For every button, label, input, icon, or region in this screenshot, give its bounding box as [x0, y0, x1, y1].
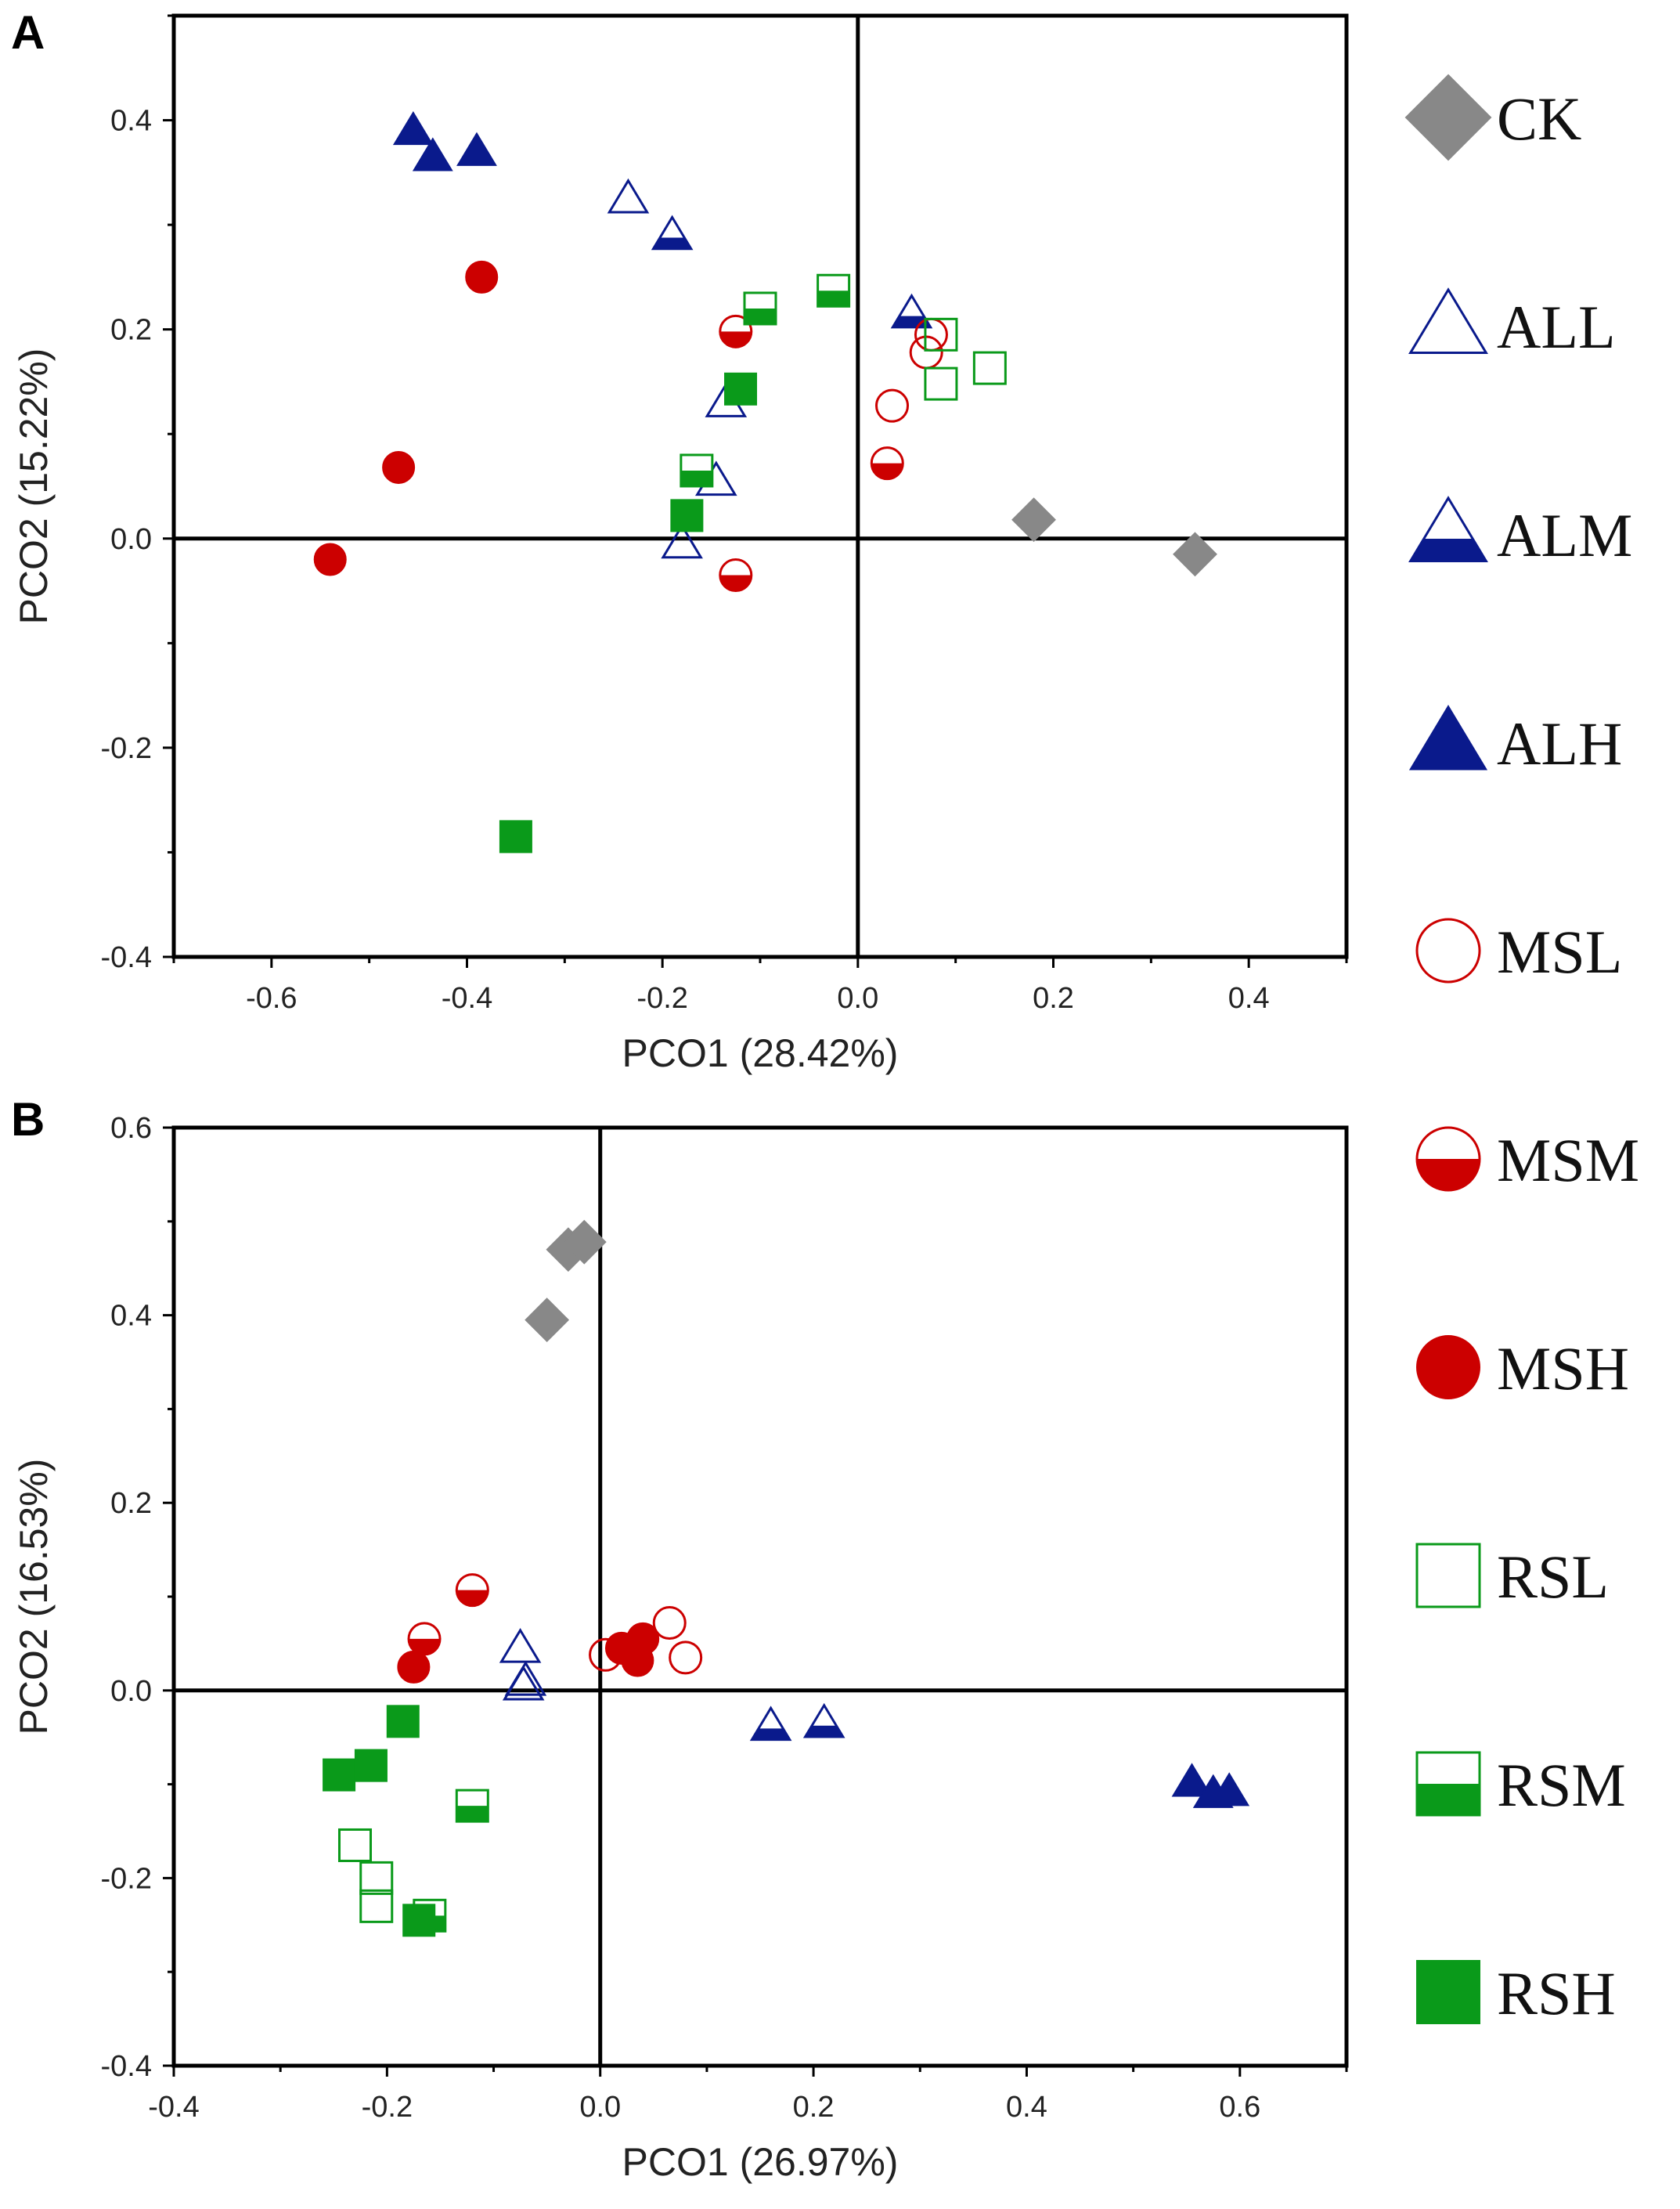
panel-a-y-tick-label: -0.2	[101, 732, 152, 765]
panel-b-y-tick-label: 0.0	[110, 1675, 152, 1708]
panel-b-point-msm	[455, 1573, 489, 1608]
panel-a-point-alh	[392, 110, 434, 146]
legend-label-ck: CK	[1497, 85, 1581, 153]
panel-a-point-rsm	[680, 453, 714, 488]
panel-a-point-rsl	[972, 351, 1007, 385]
panel-a-point-msh	[382, 450, 416, 484]
legend-label-rsm: RSM	[1497, 1751, 1626, 1819]
panel-a-point-msh	[313, 543, 347, 576]
panel-a-y-axis-title: PCO2 (15.22%)	[12, 348, 56, 625]
panel-a-point-alh	[412, 137, 453, 171]
panel-b-x-axis-title: PCO1 (26.97%)	[622, 2140, 899, 2184]
panel-a-y-tick-label: -0.4	[101, 941, 152, 974]
panel-b: -0.4 -0.2 0.0 0.2 0.4 0.6 -0.4 -0.2 0.0 0.2 0.4 0.6…	[11, 1093, 1349, 2184]
panel-b-x-tick-label: -0.4	[148, 2091, 199, 2124]
panel-a-point-msh	[465, 260, 499, 294]
panel-b-x-tick-label: -0.2	[362, 2091, 413, 2124]
panel-a-panel-letter: A	[11, 6, 45, 59]
panel-b-x-tick-label: 0.2	[793, 2091, 835, 2124]
panel-b-point-rsl	[338, 1828, 373, 1862]
panel-a-x-tick-label: 0.0	[837, 982, 878, 1015]
panel-b-x-tick-label: 0.4	[1006, 2091, 1047, 2124]
panel-a-y-tick-label: 0.0	[110, 523, 152, 556]
panel-b-x-tick-label: 0.0	[579, 2091, 621, 2124]
legend-label-msm: MSM	[1497, 1126, 1639, 1194]
panel-b-x-tick-label: 0.6	[1219, 2091, 1260, 2124]
panel-a-point-rsh	[499, 820, 532, 854]
panel-a-point-alm	[890, 293, 933, 329]
panel-b-point-alm	[749, 1705, 792, 1742]
panel-a-x-tick-label: -0.4	[442, 982, 492, 1015]
panel-b-y-tick-label: 0.2	[110, 1487, 152, 1520]
panel-b-y-tick-label: -0.2	[101, 1862, 152, 1895]
panel-a-x-tick-label: 0.4	[1228, 982, 1270, 1015]
panel-a-point-rsh	[724, 372, 758, 406]
panel-b-point-all	[502, 1665, 545, 1701]
panel-a-point-alh	[456, 132, 497, 166]
panel-a: -0.6 -0.4 -0.2 0.0 0.2 0.4 -0.4 -0.2 0.0 0.2 0.4 PC…	[11, 6, 1349, 1075]
legend-label-msh: MSH	[1497, 1334, 1629, 1402]
panel-b-point-msl	[669, 1641, 703, 1675]
panel-b-y-axis-title: PCO2 (16.53%)	[12, 1459, 56, 1735]
panel-b-y-tick-label: 0.4	[110, 1300, 152, 1333]
legend-marker-alh	[1408, 705, 1488, 771]
legend-marker-ck	[1404, 74, 1492, 161]
panel-b-point-rsl	[359, 1889, 394, 1923]
panel-a-x-axis-title: PCO1 (28.42%)	[622, 1031, 899, 1075]
panel-b-point-alh	[1171, 1763, 1213, 1797]
panel-a-point-msm	[719, 558, 753, 593]
panel-a-x-tick-label: -0.2	[636, 982, 687, 1015]
legend-marker-alm	[1408, 496, 1488, 562]
panel-b-point-ck	[525, 1298, 570, 1343]
panel-b-point-alm	[802, 1702, 845, 1738]
panel-a-x-tick-label: 0.2	[1033, 982, 1074, 1015]
legend-label-all: ALL	[1497, 293, 1616, 361]
legend-marker-rsl	[1415, 1543, 1481, 1608]
panel-b-point-msm	[407, 1622, 442, 1656]
legend-label-rsh: RSH	[1497, 1959, 1616, 2027]
panel-b-point-rsh	[354, 1749, 388, 1782]
panel-b-point-msh	[621, 1644, 654, 1677]
legend-label-alh: ALH	[1497, 709, 1622, 778]
panel-b-point-alh	[1209, 1772, 1250, 1807]
panel-b-point-rsh	[323, 1758, 356, 1792]
panel-a-y-tick-label: 0.2	[110, 314, 152, 347]
panel-a-point-alm	[651, 215, 694, 251]
panel-b-point-rsh	[386, 1705, 420, 1738]
panel-b-point-msl	[652, 1606, 687, 1641]
legend-marker-all	[1408, 287, 1488, 354]
panel-b-point-rsl	[359, 1861, 394, 1895]
panel-a-point-all	[661, 523, 703, 559]
panel-b-y-tick-label: -0.4	[101, 2050, 152, 2083]
legend: CK ALL ALM ALH MSL MSM MSH RSL RSM RSH	[1404, 74, 1639, 2027]
panel-a-point-rsm	[743, 291, 777, 326]
legend-marker-rsm	[1415, 1751, 1481, 1817]
panel-a-point-all	[607, 178, 650, 214]
legend-label-msl: MSL	[1497, 918, 1622, 986]
legend-label-alm: ALM	[1497, 501, 1632, 569]
panel-a-point-msl	[875, 388, 910, 423]
panel-a-point-rsh	[670, 499, 704, 532]
legend-marker-msm	[1415, 1126, 1481, 1192]
legend-marker-msh	[1416, 1335, 1480, 1399]
panel-b-point-rsm	[455, 1788, 489, 1823]
panel-a-point-msm	[870, 446, 904, 481]
panel-a-point-rsl	[924, 366, 958, 401]
panel-b-point-ck	[561, 1219, 607, 1265]
legend-marker-msl	[1415, 918, 1481, 984]
legend-label-rsl: RSL	[1497, 1543, 1609, 1611]
panel-a-point-ck	[1011, 497, 1056, 543]
panel-b-point-msh	[397, 1650, 431, 1684]
panel-a-point-rsl	[924, 317, 958, 352]
panel-a-x-tick-label: -0.6	[246, 982, 297, 1015]
panel-a-point-rsm	[817, 273, 851, 308]
panel-a-point-ck	[1173, 532, 1217, 577]
panel-b-y-tick-label: 0.6	[110, 1112, 152, 1145]
legend-marker-rsh	[1416, 1960, 1480, 2024]
panel-b-point-all	[499, 1627, 542, 1663]
panel-a-y-tick-label: 0.4	[110, 105, 152, 138]
panel-b-panel-letter: B	[11, 1093, 45, 1146]
panel-b-point-rsh	[402, 1904, 436, 1937]
